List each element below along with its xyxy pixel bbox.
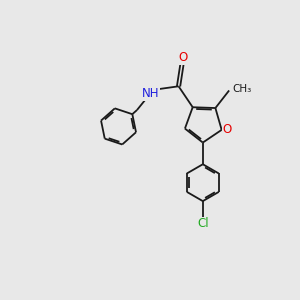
Text: O: O bbox=[222, 123, 232, 136]
Text: NH: NH bbox=[142, 87, 159, 100]
Text: Cl: Cl bbox=[197, 218, 208, 230]
Text: CH₃: CH₃ bbox=[233, 84, 252, 94]
Text: O: O bbox=[178, 51, 188, 64]
